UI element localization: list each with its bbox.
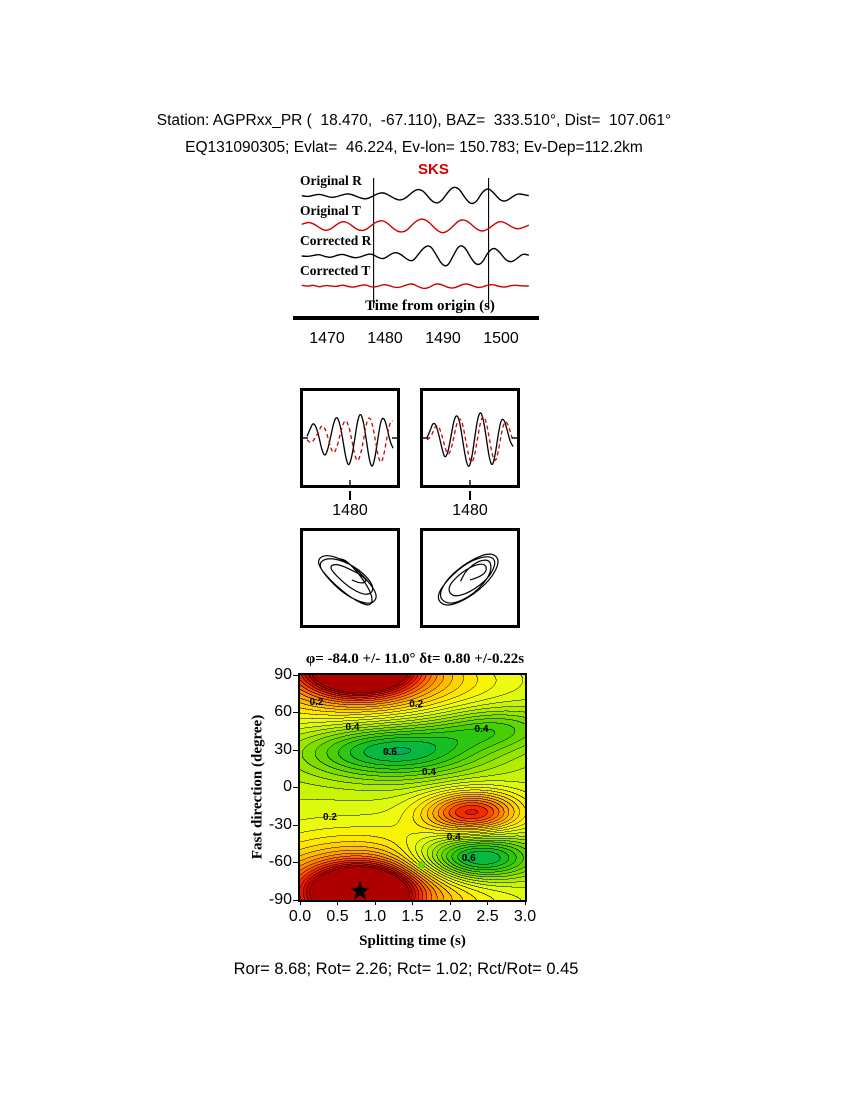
corrected-motion-box	[420, 528, 520, 628]
uncorrected-motion-canvas	[303, 531, 397, 625]
time-tick-label: 1480	[367, 330, 403, 347]
best-solution-star: ★	[348, 876, 372, 907]
time-tick-label: 1470	[309, 330, 345, 347]
time-axis-line	[293, 316, 539, 320]
phi-tick-label: 60	[274, 703, 292, 720]
contour-canvas	[300, 675, 525, 900]
x-tick-mark	[487, 900, 488, 905]
pair2-tick-label: 1480	[452, 502, 488, 519]
trace-label-corrected-r: Corrected R	[300, 233, 372, 248]
corrected-pair-box	[420, 388, 520, 488]
y-tick-mark	[293, 749, 298, 751]
contour-label: 0.4	[474, 724, 489, 735]
corrected-motion-canvas	[423, 531, 517, 625]
contour-label: 0.2	[409, 699, 424, 710]
contour-xlabel: Splitting time (s)	[359, 933, 466, 949]
time-split-tick-label: 3.0	[513, 908, 537, 925]
time-split-tick-label: 0.5	[326, 908, 349, 925]
time-split-tick-label: 1.5	[401, 908, 424, 925]
results-line: Ror= 8.68; Rot= 2.26; Rct= 1.02; Rct/Rot…	[233, 960, 579, 978]
time-split-tick-label: 2.5	[476, 908, 499, 925]
y-tick-mark	[293, 824, 298, 826]
time-tick-label: 1490	[425, 330, 461, 347]
time-axis-label: Time from origin (s)	[365, 298, 495, 314]
contour-label: 0.2	[323, 811, 337, 823]
time-split-tick-label: 0.0	[288, 908, 312, 925]
pair1-tick-mark	[349, 491, 351, 500]
contour-label: 0.4	[345, 721, 360, 733]
x-tick-mark	[412, 900, 413, 905]
contour-plot: 0.2 0.2 0.4 0.4 0.6 0.4 0.2 0.4 0.6 ★ ★	[293, 673, 527, 907]
y-tick-mark	[293, 674, 298, 676]
time-split-tick-label: 1.0	[363, 908, 387, 925]
pair1-tick-label: 1480	[332, 502, 368, 519]
x-tick-mark	[299, 900, 301, 905]
contour-label: 0.6	[383, 746, 397, 758]
x-tick-mark	[337, 900, 338, 905]
phi-tick-label: 90	[274, 666, 292, 683]
phi-tick-label: 30	[274, 741, 292, 758]
contour-title: φ= -84.0 +/- 11.0° δt= 0.80 +/-0.22s	[305, 651, 525, 667]
contour-label: 0.2	[309, 696, 324, 708]
contour-label: 0.4	[446, 831, 461, 843]
time-split-tick-label: 2.0	[438, 908, 462, 925]
phi-tick-label: 0	[283, 778, 292, 795]
trace-label-original-t: Original T	[300, 203, 361, 218]
phi-tick-label: -60	[268, 853, 292, 870]
y-tick-mark	[293, 899, 298, 901]
corrected-pair-canvas	[423, 391, 517, 485]
uncorrected-motion-box	[300, 528, 400, 628]
y-tick-mark	[293, 787, 298, 788]
phase-label-sks: SKS	[418, 161, 449, 178]
x-tick-mark	[524, 900, 526, 905]
seismogram-canvas	[296, 170, 534, 316]
phi-tick-label: -30	[268, 816, 292, 833]
contour-label: 0.6	[461, 852, 476, 864]
time-tick-label: 1500	[483, 330, 519, 347]
pair2-tick-mark	[469, 491, 471, 500]
trace-label-corrected-t: Corrected T	[300, 263, 371, 278]
secondary-star: ★	[415, 857, 428, 874]
uncorrected-pair-canvas	[303, 391, 397, 485]
uncorrected-pair-box	[300, 388, 400, 488]
x-tick-mark	[449, 900, 451, 905]
trace-label-original-r: Original R	[300, 173, 362, 188]
header-line-2: EQ131090305; Evlat= 46.224, Ev-lon= 150.…	[185, 139, 643, 156]
y-tick-mark	[293, 712, 298, 713]
header-line-1: Station: AGPRxx_PR ( 18.470, -67.110), B…	[156, 112, 672, 129]
contour-label: 0.4	[422, 766, 436, 778]
phi-tick-label: -90	[268, 891, 292, 908]
y-tick-mark	[293, 862, 298, 863]
x-tick-mark	[374, 900, 376, 905]
